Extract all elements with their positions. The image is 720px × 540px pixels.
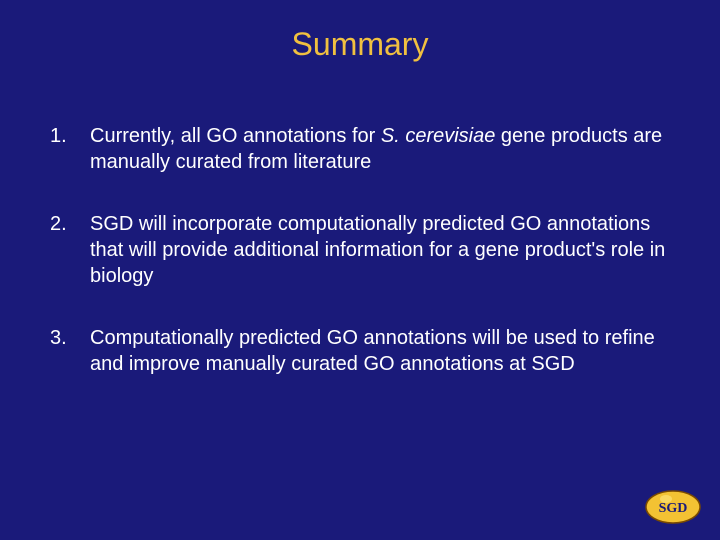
slide: Summary Currently, all GO annotations fo… [0, 0, 720, 540]
list-item-text-prefix: SGD will incorporate computationally pre… [90, 213, 665, 287]
list-item-text-prefix: Computationally predicted GO annotations… [90, 327, 655, 375]
list-item-text-italic: S. cerevisiae [381, 125, 496, 147]
sgd-logo-icon: SGD [644, 488, 702, 526]
logo-text: SGD [659, 501, 688, 516]
list-item: Currently, all GO annotations for S. cer… [40, 123, 680, 175]
summary-list: Currently, all GO annotations for S. cer… [40, 123, 680, 377]
page-title: Summary [40, 26, 680, 63]
sgd-logo: SGD [644, 488, 702, 526]
list-item: SGD will incorporate computationally pre… [40, 211, 680, 289]
list-item-text-prefix: Currently, all GO annotations for [90, 125, 381, 147]
list-item: Computationally predicted GO annotations… [40, 325, 680, 377]
